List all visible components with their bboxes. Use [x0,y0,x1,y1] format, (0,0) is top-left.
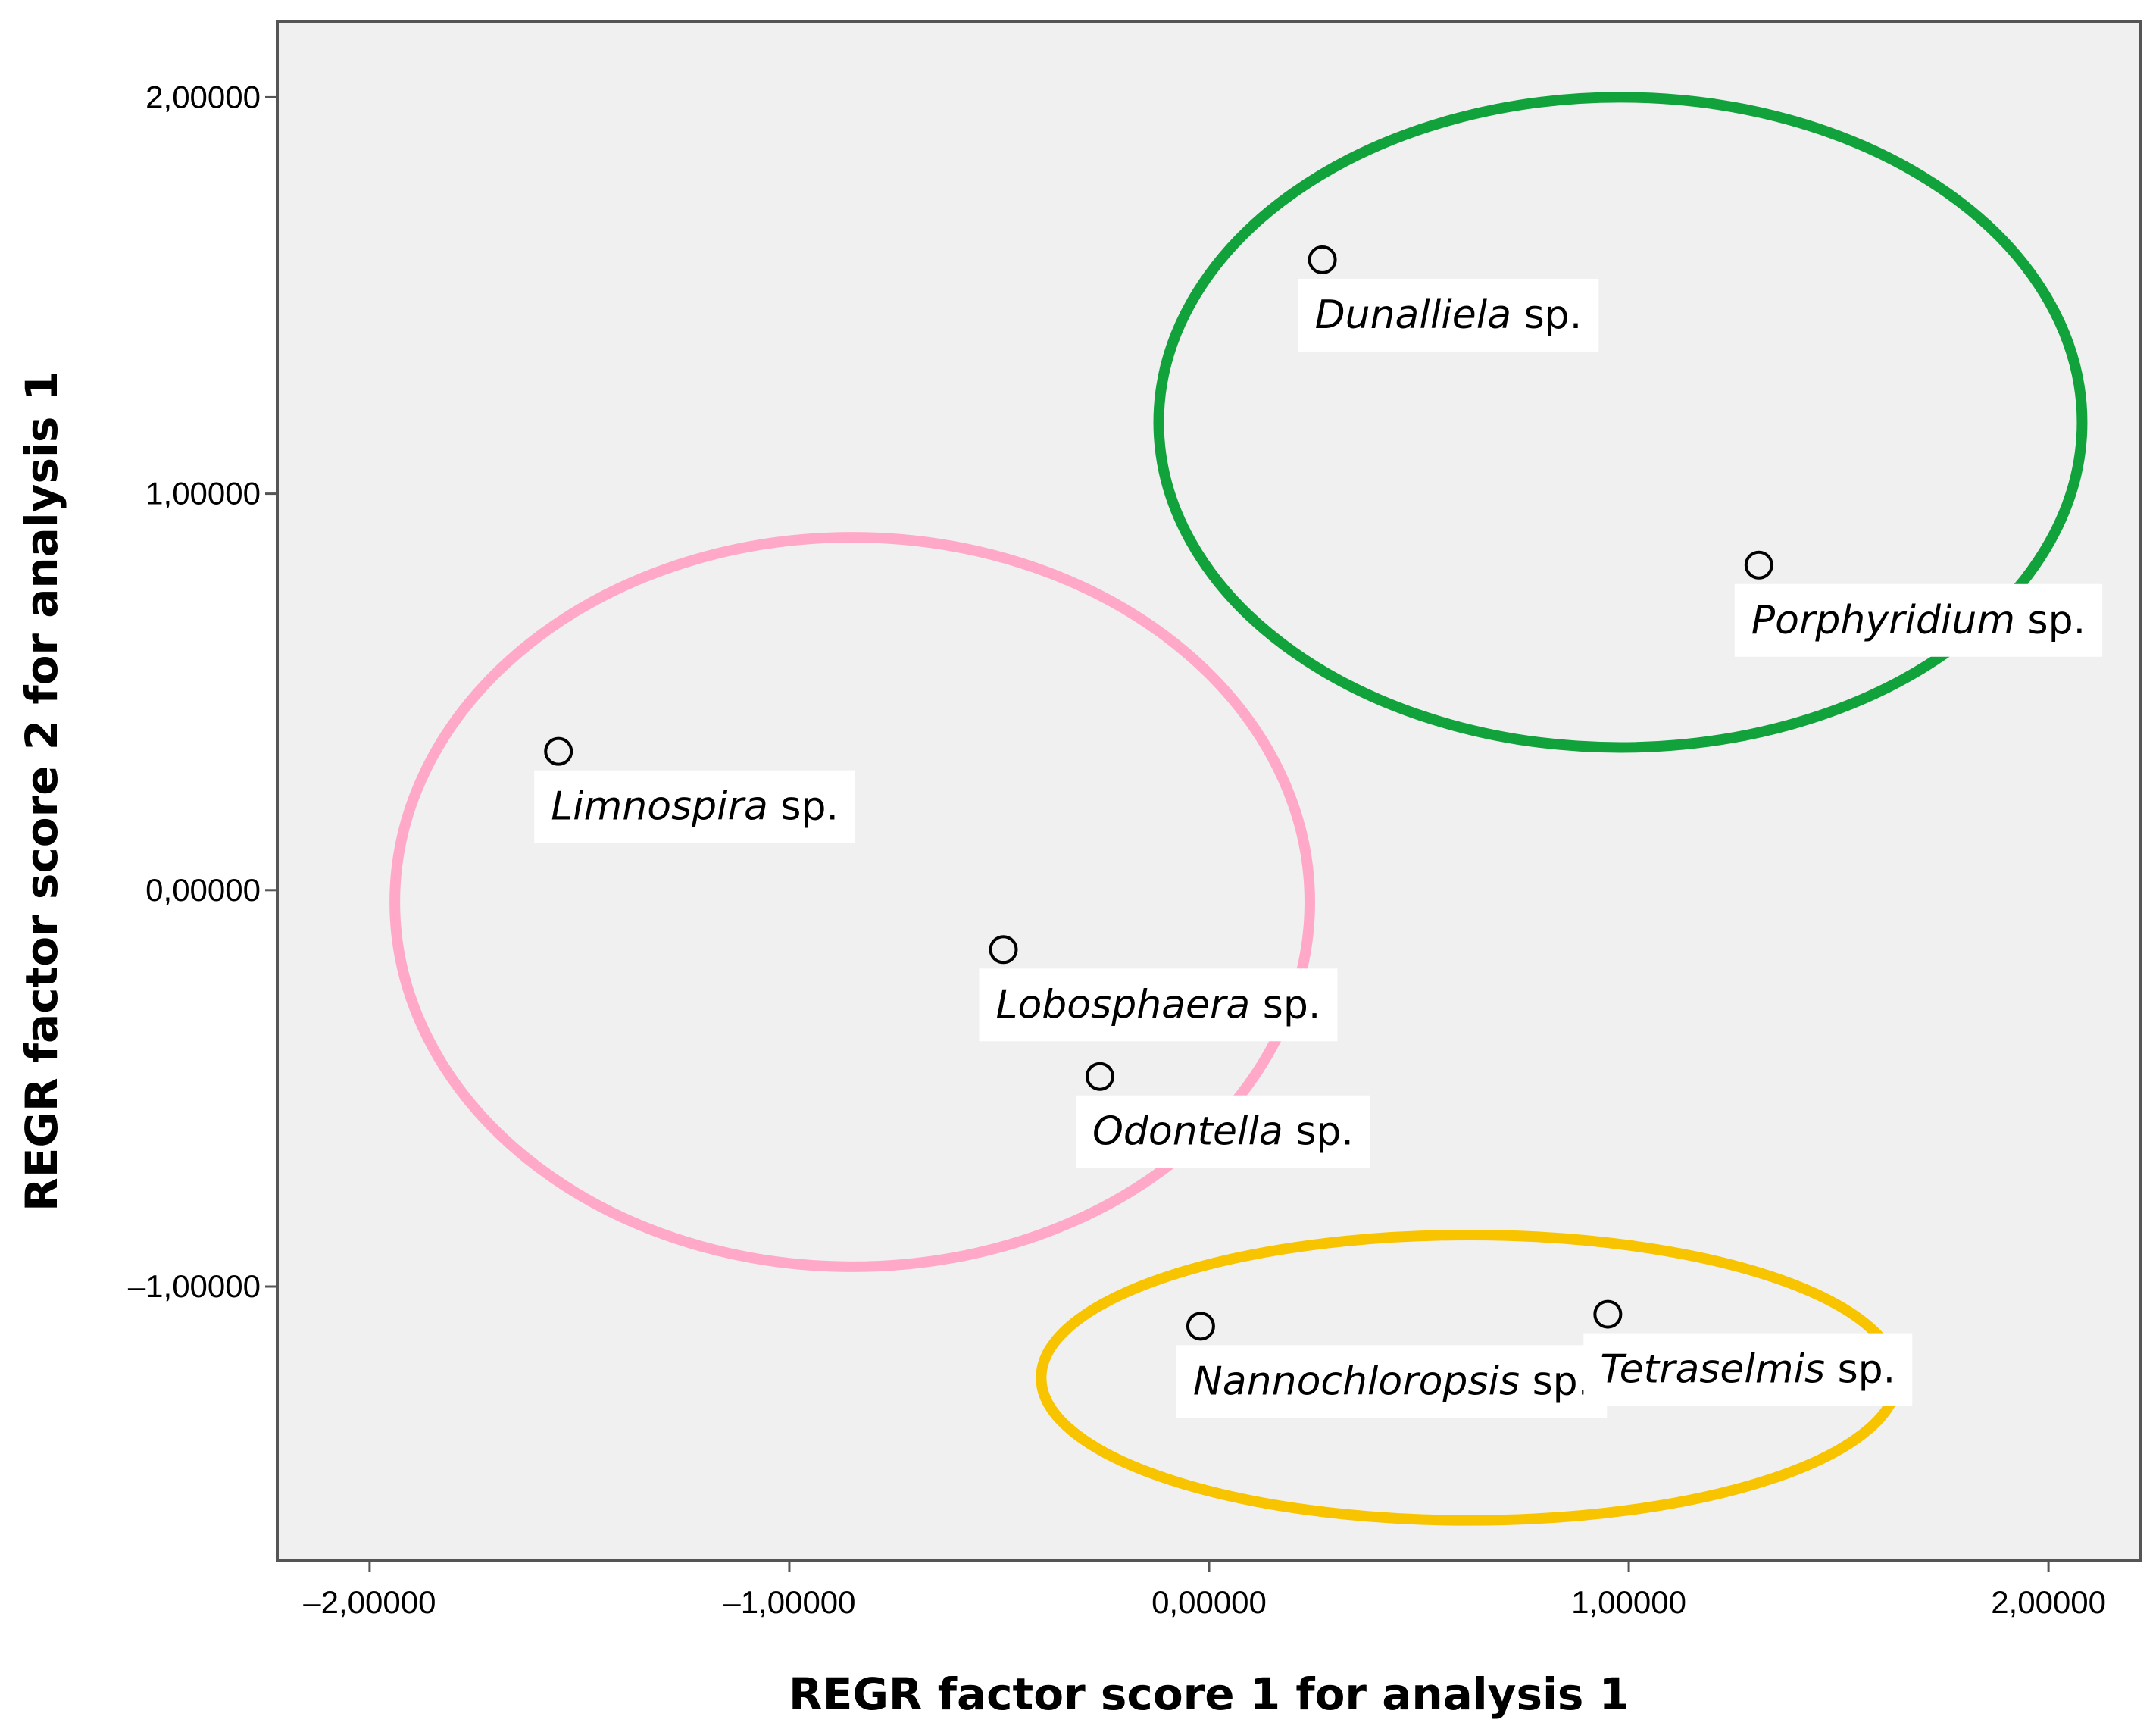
point-label-background [1298,278,1599,352]
y-tick-label: 2,00000 [145,79,261,114]
x-tick-label: 1,00000 [1571,1584,1686,1620]
point-label-background [1583,1333,1913,1406]
data-point: Dunalliela sp. [1298,245,1599,352]
point-label-background [1734,583,2103,657]
point-marker [1186,1312,1215,1341]
y-axis: –1,00000 0,00000 1,00000 2,00000 [128,79,277,1304]
point-marker [1593,1299,1623,1329]
x-tick-label: 2,00000 [1991,1584,2106,1620]
y-tick-label: –1,00000 [128,1268,261,1304]
data-point: Lobosphaera sp. [979,935,1338,1042]
point-label-background [534,770,856,843]
cluster-ellipse [389,532,1315,1272]
x-tick-label: –1,00000 [723,1584,855,1620]
point-label: Odontella sp. [1092,1109,1354,1155]
point-label: Nannochloropsis sp. [1193,1359,1590,1404]
x-tick-label: –2,00000 [303,1584,436,1620]
data-points: Dunalliela sp. Porphyridium sp. Limnospira… [534,245,2103,1418]
point-label: Porphyridium sp. [1751,598,2086,643]
y-tick-label: 1,00000 [145,476,261,511]
point-label-background [1176,1345,1608,1418]
point-label: Lobosphaera sp. [996,982,1321,1027]
point-label-background [979,968,1338,1042]
cluster-ellipse [1153,92,2088,753]
point-marker [989,935,1018,965]
x-axis-label: REGR factor score 1 for analysis 1 [789,1668,1629,1720]
y-axis-label: REGR factor score 2 for analysis 1 [16,371,67,1212]
x-axis: –2,00000 –1,00000 0,00000 1,00000 2,00000 [303,1560,2106,1620]
data-point: Tetraselmis sp. [1583,1299,1913,1406]
point-label: Tetraselmis sp. [1600,1347,1895,1393]
x-tick-label: 0,00000 [1151,1584,1267,1620]
data-point: Porphyridium sp. [1734,550,2103,657]
point-marker [1085,1062,1114,1091]
data-point: Limnospira sp. [534,736,856,843]
point-marker [1308,245,1337,274]
point-label: Limnospira sp. [551,784,839,830]
data-point: Odontella sp. [1075,1062,1370,1168]
y-tick-label: 0,00000 [145,872,261,908]
point-marker [544,736,573,766]
point-marker [1744,550,1773,580]
data-point: Nannochloropsis sp. [1176,1312,1608,1418]
point-label: Dunalliela sp. [1315,292,1583,338]
point-label-background [1075,1095,1370,1168]
